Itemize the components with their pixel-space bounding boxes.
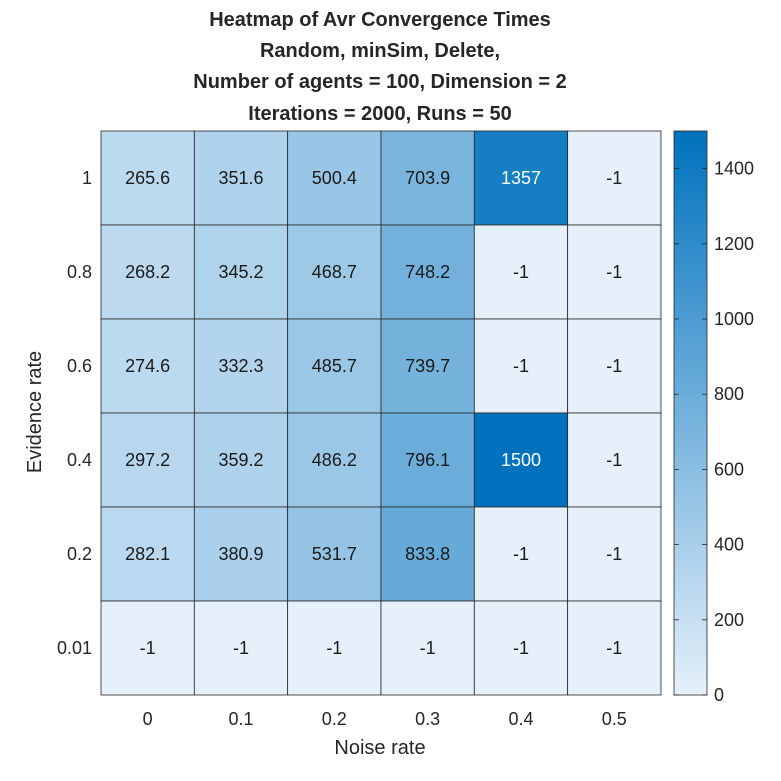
cell-value-label: 703.9	[405, 168, 450, 188]
cell-value-label: 748.2	[405, 262, 450, 282]
cell-value-label: -1	[606, 450, 622, 470]
cell-value-label: -1	[233, 638, 249, 658]
heatmap-cell	[567, 600, 662, 696]
y-tick-label: 0.2	[67, 544, 92, 564]
heatmap-cell	[380, 130, 475, 226]
x-tick-label: 0.4	[508, 709, 533, 729]
heatmap-cell	[473, 600, 569, 696]
y-axis-ticks: 1 0.8 0.6 0.4 0.2 0.01	[57, 168, 92, 658]
cell-value-label: 500.4	[312, 168, 357, 188]
cell-value-label: 1357	[501, 168, 541, 188]
cell-value-label: 486.2	[312, 450, 357, 470]
heatmap-cell	[100, 506, 195, 602]
heatmap-cell	[567, 318, 662, 414]
cell-value-label: -1	[606, 168, 622, 188]
heatmap-cell	[567, 506, 662, 602]
y-tick-label: 0.01	[57, 638, 92, 658]
colorbar-tick-label: 0	[714, 685, 724, 705]
cell-value-label: 345.2	[218, 262, 263, 282]
cell-value-label: -1	[420, 638, 436, 658]
cell-value-label: -1	[606, 262, 622, 282]
colorbar-tick-label: 600	[714, 459, 744, 479]
heatmap-cell	[100, 318, 195, 414]
x-tick-label: 0.1	[228, 709, 253, 729]
y-axis-label: Evidence rate	[24, 351, 46, 473]
cell-value-label: 351.6	[218, 168, 263, 188]
cell-value-label: -1	[513, 356, 529, 376]
cell-value-label: 268.2	[125, 262, 170, 282]
y-tick-label: 0.8	[67, 262, 92, 282]
colorbar-tick-label: 400	[714, 535, 744, 555]
cell-value-label: 739.7	[405, 356, 450, 376]
cell-value-label: 332.3	[218, 356, 263, 376]
colorbar: 0 200 400 600 800 1000 1200 1400	[673, 130, 754, 705]
title-line-3: Number of agents = 100, Dimension = 2	[193, 71, 566, 93]
heatmap-cell	[287, 506, 382, 602]
heatmap-cell	[380, 224, 475, 320]
colorbar-gradient	[673, 130, 708, 696]
heatmap-cell	[473, 412, 569, 508]
heatmap-cell	[380, 506, 475, 602]
cell-value-label: -1	[513, 544, 529, 564]
cell-value-label: 468.7	[312, 262, 357, 282]
heatmap-cell	[193, 224, 289, 320]
heatmap-cell	[100, 600, 195, 696]
cell-value-label: 359.2	[218, 450, 263, 470]
heatmap-cell	[567, 130, 662, 226]
heatmap-grid: 265.6 351.6 500.4 703.9 1357 -1 268.2 345.2 468.…	[100, 130, 662, 696]
cell-value-label: 531.7	[312, 544, 357, 564]
colorbar-tick-label: 200	[714, 610, 744, 630]
cell-value-label: 265.6	[125, 168, 170, 188]
x-tick-label: 0.5	[602, 709, 627, 729]
x-axis-label: Noise rate	[334, 737, 425, 759]
cell-value-label: -1	[513, 262, 529, 282]
cell-value-label: -1	[606, 544, 622, 564]
colorbar-tick-label: 1200	[714, 234, 754, 254]
heatmap-cell	[473, 506, 569, 602]
heatmap-cell	[193, 318, 289, 414]
x-tick-label: 0.3	[415, 709, 440, 729]
cell-value-label: -1	[140, 638, 156, 658]
heatmap-cell	[380, 318, 475, 414]
title-line-4: Iterations = 2000, Runs = 50	[248, 103, 511, 125]
title-line-1: Heatmap of Avr Convergence Times	[209, 9, 551, 31]
cell-value-label: -1	[326, 638, 342, 658]
cell-value-label: 380.9	[218, 544, 263, 564]
heatmap-cell	[193, 412, 289, 508]
heatmap-cell	[567, 224, 662, 320]
heatmap-cell	[287, 318, 382, 414]
colorbar-tick-label: 1400	[714, 159, 754, 179]
heatmap-cell	[100, 412, 195, 508]
cell-value-label: 1500	[501, 450, 541, 470]
x-axis-ticks: 0 0.1 0.2 0.3 0.4 0.5	[143, 709, 627, 729]
title-line-2: Random, minSim, Delete,	[260, 40, 500, 62]
heatmap-cell	[193, 130, 289, 226]
heatmap-cell	[473, 130, 569, 226]
y-tick-label: 1	[82, 168, 92, 188]
heatmap-cell	[567, 412, 662, 508]
cell-value-label: 297.2	[125, 450, 170, 470]
cell-value-label: 485.7	[312, 356, 357, 376]
heatmap-cell	[287, 130, 382, 226]
cell-value-label: -1	[513, 638, 529, 658]
heatmap-cell	[380, 600, 475, 696]
x-tick-label: 0	[143, 709, 153, 729]
colorbar-tick-label: 800	[714, 384, 744, 404]
colorbar-tick-label: 1000	[714, 309, 754, 329]
cell-value-label: 274.6	[125, 356, 170, 376]
chart-title: Heatmap of Avr Convergence Times Random,…	[193, 9, 566, 125]
cell-value-label: 796.1	[405, 450, 450, 470]
x-tick-label: 0.2	[322, 709, 347, 729]
cell-value-label: -1	[606, 356, 622, 376]
y-tick-label: 0.6	[67, 356, 92, 376]
heatmap-cell	[473, 318, 569, 414]
cell-value-label: -1	[606, 638, 622, 658]
heatmap-cell	[100, 130, 195, 226]
heatmap-cell	[287, 412, 382, 508]
cell-value-label: 833.8	[405, 544, 450, 564]
y-tick-label: 0.4	[67, 450, 92, 470]
heatmap-cell	[380, 412, 475, 508]
cell-value-label: 282.1	[125, 544, 170, 564]
